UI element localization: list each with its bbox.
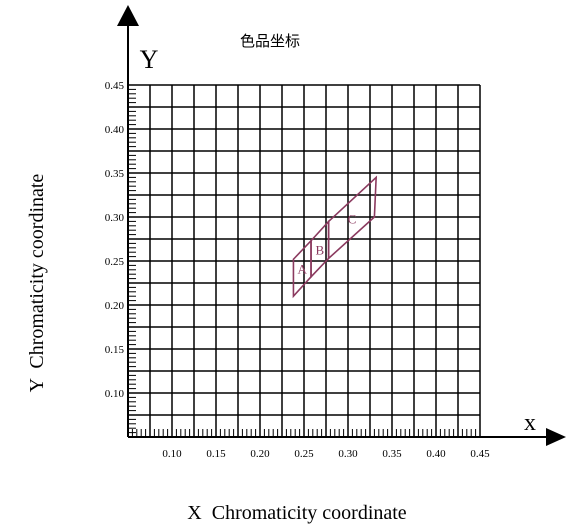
- region-c-label: C: [348, 212, 357, 227]
- y-tick-label: 0.15: [105, 344, 125, 356]
- tick-labels: 0.10 0.15 0.20 0.25 0.30 0.35 0.40 0.45 0.10 0.15…: [105, 80, 490, 460]
- region-c-outline: [327, 175, 378, 261]
- x-tick-label: 0.15: [206, 448, 226, 460]
- y-tick-label: 0.45: [105, 80, 125, 92]
- x-tick-label: 0.30: [338, 448, 358, 460]
- minor-ticks: [128, 84, 481, 437]
- axes: [117, 5, 566, 446]
- x-tick-label: 0.20: [250, 448, 270, 460]
- region-b-label: B: [316, 242, 325, 257]
- y-tick-label: 0.30: [105, 212, 125, 224]
- y-tick-label: 0.20: [105, 300, 125, 312]
- x-axis-arrow: [546, 428, 566, 446]
- x-tick-label: 0.10: [162, 448, 182, 460]
- y-tick-label: 0.35: [105, 168, 125, 180]
- x-axis-title: X Chromaticity coordinate: [187, 502, 407, 524]
- x-tick-label: 0.35: [382, 448, 402, 460]
- x-tick-label: 0.40: [426, 448, 446, 460]
- x-tick-label: 0.45: [470, 448, 490, 460]
- x-axis-letter: x: [524, 410, 536, 436]
- y-tick-label: 0.25: [105, 256, 125, 268]
- chart-title: 色品坐标: [240, 32, 300, 50]
- y-axis-title: Y Chromaticity coordinate: [26, 174, 48, 393]
- y-tick-label: 0.10: [105, 388, 125, 400]
- grid-lines: [128, 84, 481, 437]
- y-axis-letter: Y: [140, 45, 159, 74]
- region-a-label: A: [298, 261, 308, 276]
- y-axis-arrow: [117, 5, 139, 26]
- y-tick-label: 0.40: [105, 124, 125, 136]
- color-regions: AB C: [292, 175, 378, 299]
- x-tick-label: 0.25: [294, 448, 314, 460]
